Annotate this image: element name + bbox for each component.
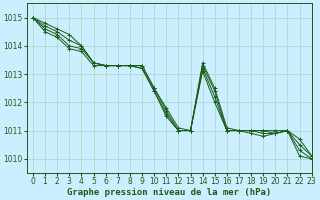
X-axis label: Graphe pression niveau de la mer (hPa): Graphe pression niveau de la mer (hPa) [67,188,271,197]
